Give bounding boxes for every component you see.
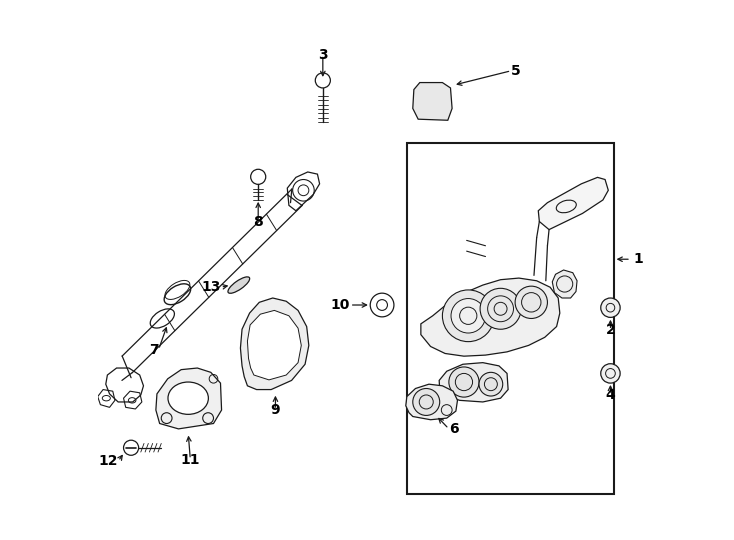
Polygon shape [552, 270, 577, 298]
Text: 5: 5 [512, 64, 521, 78]
Ellipse shape [168, 382, 208, 414]
Circle shape [480, 288, 521, 329]
Circle shape [443, 290, 494, 342]
Polygon shape [439, 363, 508, 402]
Text: 10: 10 [330, 298, 350, 312]
Bar [407, 144, 614, 494]
Circle shape [515, 286, 548, 319]
Text: 13: 13 [201, 280, 220, 294]
Text: 4: 4 [606, 388, 615, 402]
Text: 3: 3 [318, 48, 327, 62]
Circle shape [413, 388, 440, 415]
Polygon shape [406, 384, 457, 420]
Ellipse shape [228, 277, 250, 293]
Circle shape [479, 373, 503, 396]
Circle shape [449, 367, 479, 397]
Text: 8: 8 [253, 214, 263, 228]
Polygon shape [538, 177, 608, 230]
Polygon shape [413, 83, 452, 120]
Text: 9: 9 [271, 403, 280, 417]
Polygon shape [247, 310, 301, 380]
Circle shape [451, 299, 485, 333]
Circle shape [600, 298, 620, 318]
Text: 11: 11 [181, 453, 200, 467]
Text: 1: 1 [633, 252, 644, 266]
Text: 6: 6 [449, 422, 459, 436]
Polygon shape [156, 368, 222, 429]
Polygon shape [421, 278, 560, 356]
Text: 7: 7 [149, 343, 159, 357]
Polygon shape [241, 298, 309, 389]
Text: 2: 2 [606, 323, 615, 338]
Text: 12: 12 [98, 454, 118, 468]
Circle shape [600, 364, 620, 383]
